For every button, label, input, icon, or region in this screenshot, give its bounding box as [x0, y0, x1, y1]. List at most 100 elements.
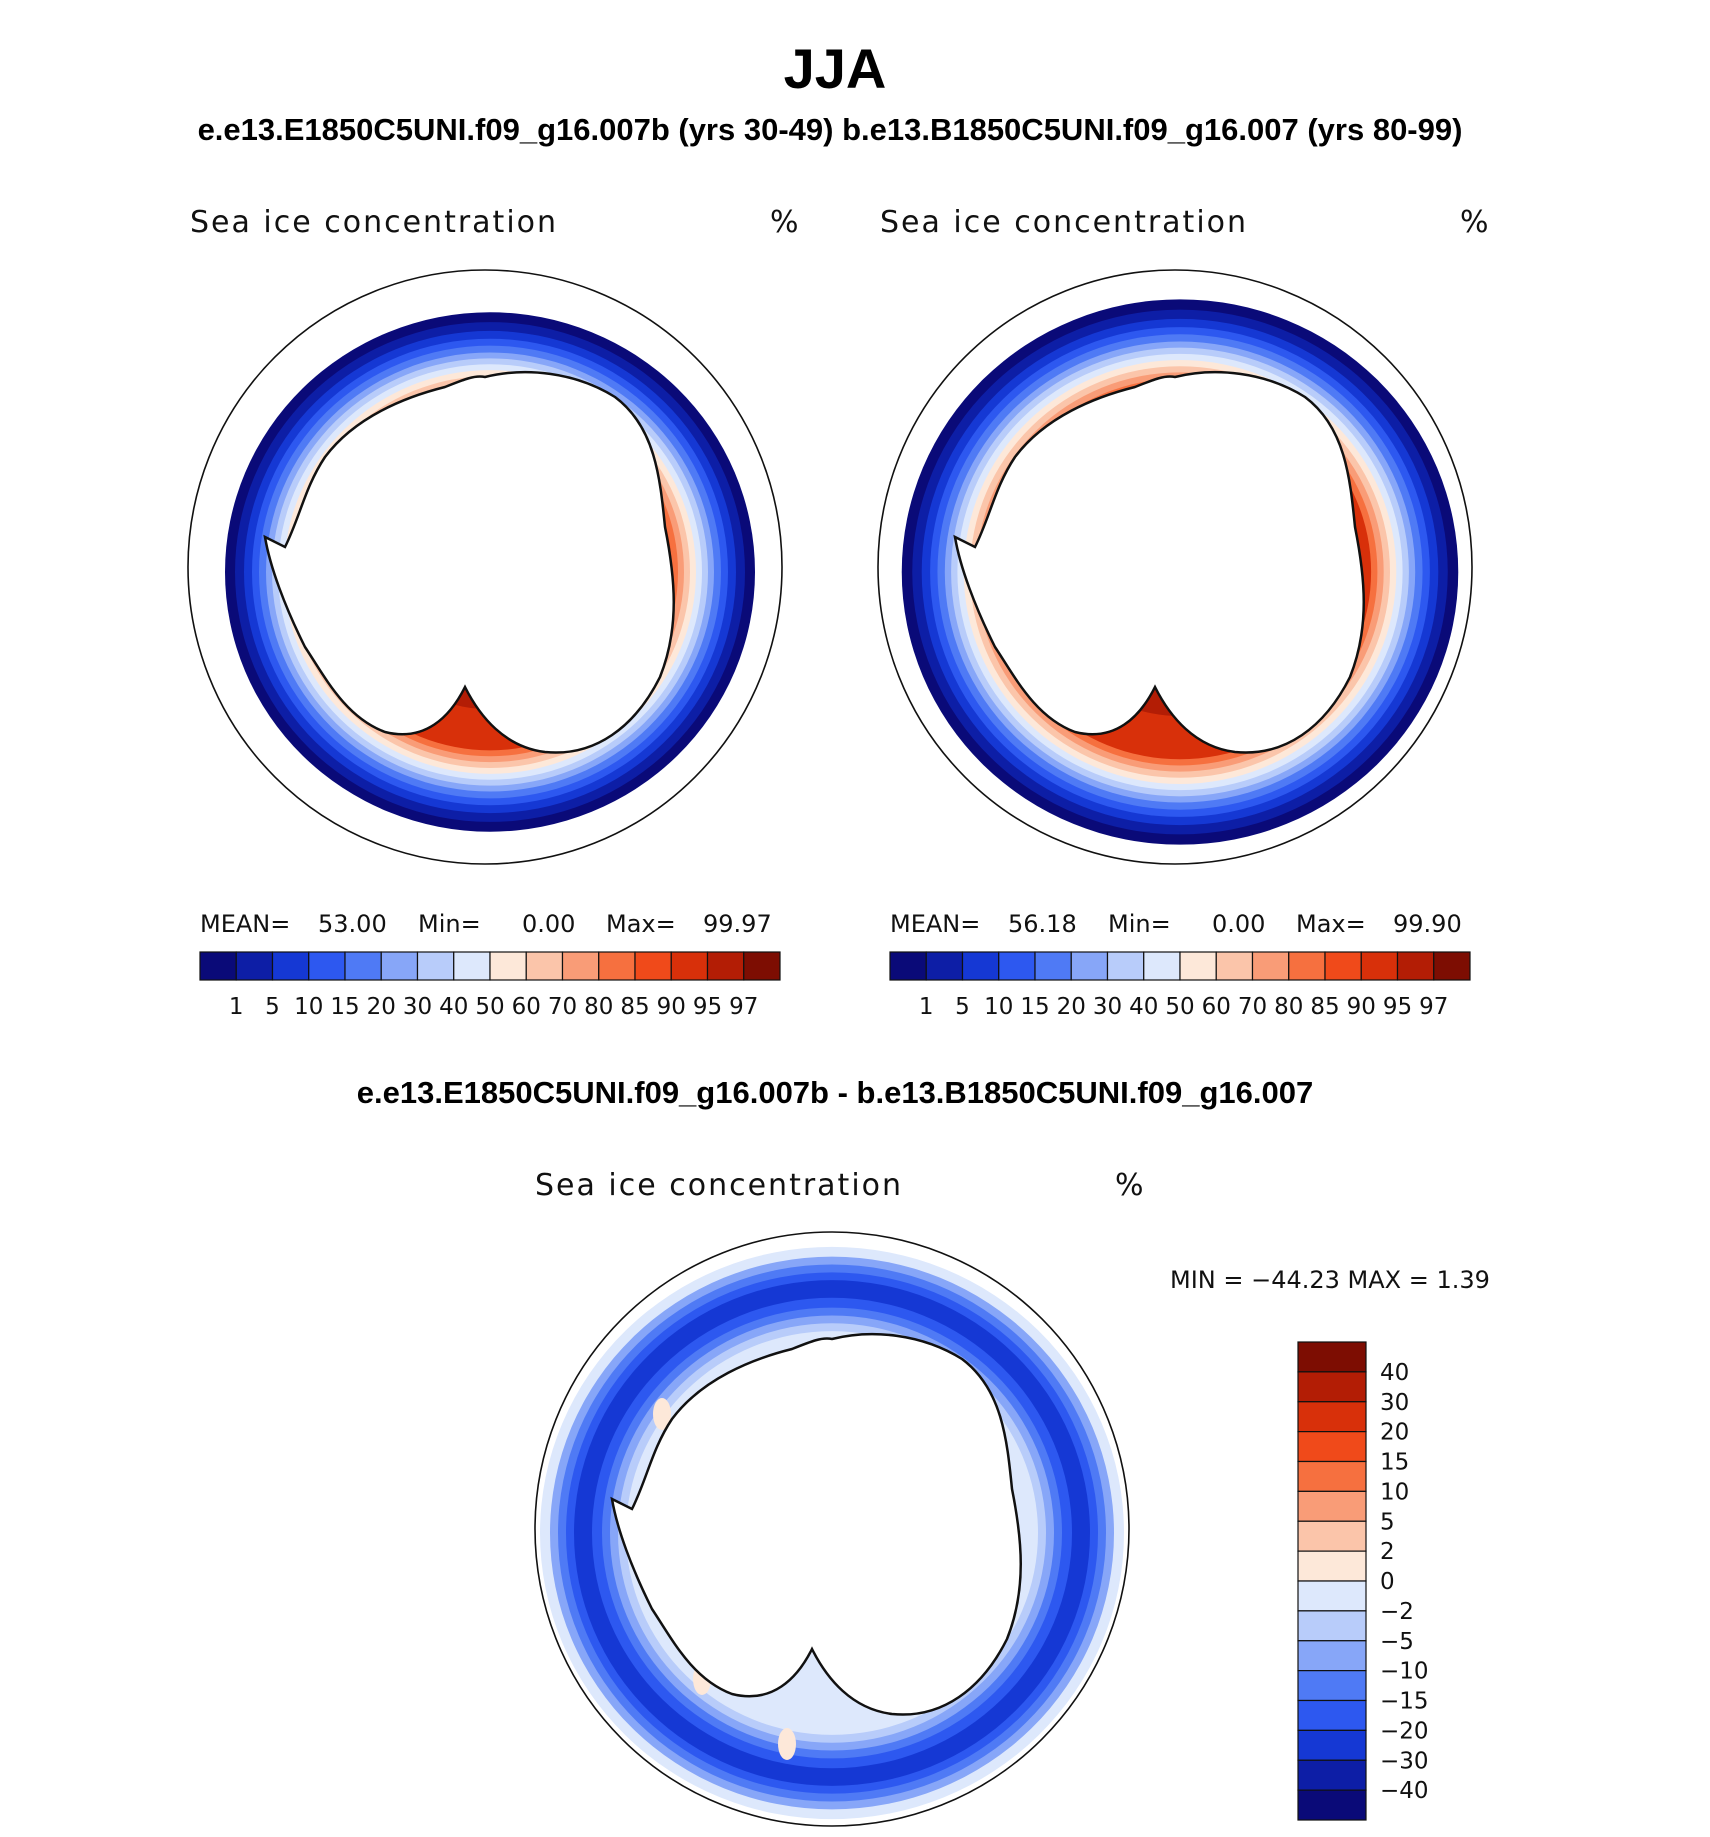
cbarA-swatch [525, 951, 564, 981]
cbarC-swatch [1297, 1401, 1367, 1433]
cbarA-swatch [561, 951, 600, 981]
cbarA-tick-label: 60 [512, 994, 541, 1020]
cbarB-swatch [961, 951, 1000, 981]
cbarA-swatch [380, 951, 419, 981]
cbarC-tick-label: 2 [1380, 1539, 1395, 1565]
cbarB-swatch [1034, 951, 1072, 981]
panel-left-colorbar: 1 5 10 15 20 30 40 50 60 70 80 85 90 95 97 [199, 951, 781, 1020]
cbarA-tick-label: 5 [265, 994, 280, 1020]
cbarA-swatch [743, 951, 781, 981]
cbarC-swatch [1297, 1431, 1367, 1463]
cbarA-tick-label: 90 [657, 994, 686, 1020]
cbarC-swatch [1297, 1759, 1367, 1791]
panel-left-map-border [187, 269, 783, 865]
cbarB-swatch [1251, 951, 1290, 981]
cbarC-swatch [1297, 1520, 1367, 1552]
cbarC-swatch [1297, 1610, 1367, 1642]
panel-right-units: % [1460, 205, 1491, 240]
cbarA-swatch [271, 951, 310, 981]
cbarC-tick-label: 40 [1380, 1360, 1409, 1386]
cbarA-swatch [453, 951, 491, 981]
cbarB-tick-label: 50 [1165, 994, 1194, 1020]
cbarA-tick-label: 80 [584, 994, 613, 1020]
cbarC-tick-label: −30 [1380, 1748, 1429, 1774]
cbarA-swatch [670, 951, 709, 981]
cbarA-tick-label: 15 [330, 994, 359, 1020]
cbarA-swatch [634, 951, 672, 981]
cbarA-tick-label: 97 [729, 994, 758, 1020]
panel-left-mean-value: 53.00 [318, 910, 387, 938]
cbarB-swatch [925, 951, 964, 981]
cbarB-swatch [1070, 951, 1109, 981]
cbarA-swatch [598, 951, 636, 981]
cbarB-tick-label: 10 [984, 994, 1013, 1020]
panel-right-colorbar: 1 5 10 15 20 30 40 50 60 70 80 85 90 95 97 [889, 951, 1471, 1020]
cbarA-tick-label: 1 [229, 994, 244, 1020]
cbarC-swatch [1297, 1341, 1367, 1373]
cbarC-swatch [1297, 1460, 1367, 1492]
panel-right-max-value: 99.90 [1393, 910, 1462, 938]
panel-diff: Sea ice concentration % MIN = −44.23 MAX… [534, 1168, 1490, 1827]
cbarC-swatch [1297, 1789, 1367, 1821]
cbarA-swatch [344, 951, 382, 981]
cbarC-tick-label: −2 [1380, 1599, 1414, 1625]
cbarC-swatch [1297, 1550, 1367, 1582]
panel-diff-map [535, 1232, 1129, 1826]
panel-left-map [225, 312, 755, 832]
cbarB-swatch [1179, 951, 1217, 981]
panel-diff-variable: Sea ice concentration [535, 1168, 903, 1203]
cbarB-tick-label: 5 [955, 994, 970, 1020]
cbarA-tick-label: 95 [693, 994, 722, 1020]
panel-left-units: % [770, 205, 801, 240]
cbarB-tick-label: 85 [1310, 994, 1339, 1020]
panel-right-min-label: Min= [1108, 910, 1171, 938]
cbarB-swatch [1143, 951, 1181, 981]
cbarC-swatch [1297, 1580, 1367, 1612]
cbarB-tick-label: 40 [1129, 994, 1158, 1020]
top-subtitle: e.e13.E1850C5UNI.f09_g16.007b (yrs 30-49… [198, 112, 1463, 147]
cbarA-tick-label: 20 [367, 994, 396, 1020]
cbarB-tick-label: 20 [1057, 994, 1086, 1020]
cbarC-swatch [1297, 1670, 1367, 1702]
panel-right-mean-label: MEAN= [890, 910, 980, 938]
cbarC-tick-label: 5 [1380, 1509, 1395, 1535]
cbarA-tick-label: 30 [403, 994, 432, 1020]
cbarB-swatch [998, 951, 1036, 981]
main-title: JJA [784, 37, 887, 100]
cbarA-swatch [489, 951, 527, 981]
cbarB-tick-label: 60 [1202, 994, 1231, 1020]
cbarA-tick-label: 50 [475, 994, 504, 1020]
cbarB-tick-label: 30 [1093, 994, 1122, 1020]
cbarB-tick-label: 70 [1238, 994, 1267, 1020]
cbarB-tick-label: 80 [1274, 994, 1303, 1020]
panel-right-map [901, 299, 1459, 845]
cbarA-tick-label: 85 [620, 994, 649, 1020]
cbarB-swatch [1106, 951, 1145, 981]
cbarB-tick-label: 95 [1383, 994, 1412, 1020]
cbarC-tick-label: −5 [1380, 1629, 1414, 1655]
panel-left-max-label: Max= [606, 910, 676, 938]
panel-right-map-border [877, 269, 1473, 865]
cbarC-tick-label: 10 [1380, 1479, 1409, 1505]
cbarB-swatch [1288, 951, 1326, 981]
cbarA-swatch [235, 951, 274, 981]
panel-diff-units: % [1115, 1168, 1146, 1203]
panel-left-min-label: Min= [418, 910, 481, 938]
cbarA-swatch [706, 951, 745, 981]
panel-diff-map-border [534, 1231, 1130, 1827]
cbarA-tick-label: 40 [439, 994, 468, 1020]
cbarB-tick-label: 90 [1347, 994, 1376, 1020]
panel-right-min-value: 0.00 [1212, 910, 1265, 938]
panel-right-variable: Sea ice concentration [880, 205, 1248, 240]
cbarC-tick-label: 0 [1380, 1569, 1395, 1595]
cbarB-swatch [1433, 951, 1471, 981]
cbarC-swatch [1297, 1729, 1367, 1761]
cbarA-tick-label: 70 [548, 994, 577, 1020]
cbarB-swatch [1324, 951, 1362, 981]
cbarB-swatch [1360, 951, 1399, 981]
cbarC-tick-label: −15 [1380, 1689, 1429, 1715]
panel-right-max-label: Max= [1296, 910, 1366, 938]
cbarB-swatch [889, 951, 927, 981]
